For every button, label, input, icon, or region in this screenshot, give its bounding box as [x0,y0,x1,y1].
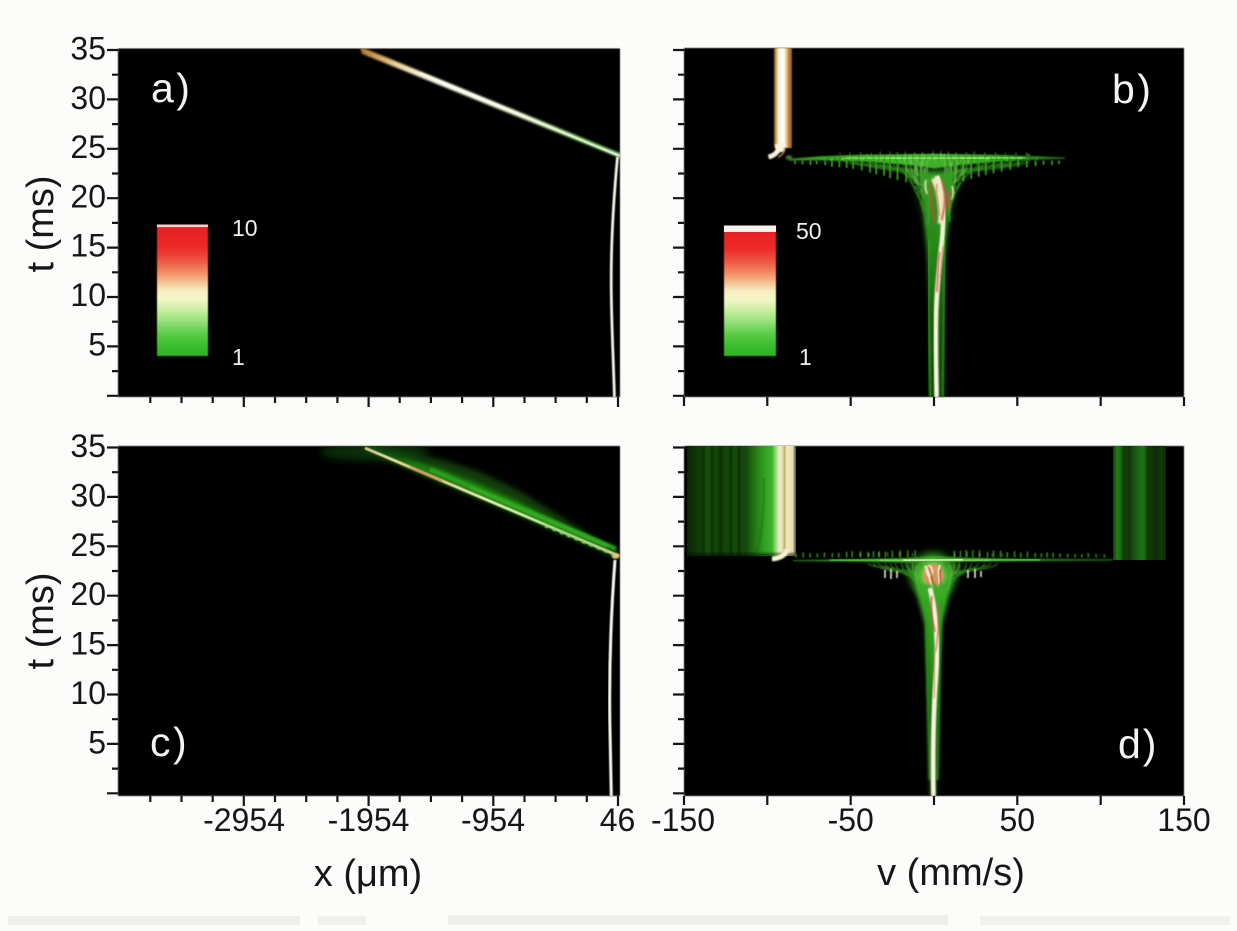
svg-text:-2954: -2954 [203,802,285,838]
svg-text:t (ms): t (ms) [20,175,62,272]
svg-text:-150: -150 [651,802,715,838]
svg-text:150: 150 [1157,802,1210,838]
svg-text:t (ms): t (ms) [20,572,62,669]
svg-text:20: 20 [70,576,106,612]
svg-text:46: 46 [600,802,636,838]
svg-text:10: 10 [232,215,258,241]
svg-text:c): c) [150,719,189,765]
svg-text:-50: -50 [828,802,874,838]
svg-text:30: 30 [70,477,106,513]
svg-text:v (mm/s): v (mm/s) [877,852,1025,894]
svg-text:d): d) [1118,721,1158,767]
svg-text:25: 25 [70,527,106,563]
svg-text:x (μm): x (μm) [314,853,422,895]
svg-text:30: 30 [70,80,106,116]
svg-text:b): b) [1112,66,1153,112]
svg-text:35: 35 [70,428,106,464]
svg-text:10: 10 [70,675,106,711]
svg-text:1: 1 [232,344,245,370]
svg-text:a): a) [151,65,192,111]
svg-text:10: 10 [70,277,106,313]
svg-text:50: 50 [1000,802,1036,838]
svg-text:1: 1 [799,344,812,370]
svg-text:15: 15 [70,626,106,662]
svg-text:15: 15 [70,228,106,264]
svg-text:35: 35 [70,31,106,67]
svg-text:-954: -954 [461,802,525,838]
svg-text:5: 5 [88,724,106,760]
svg-text:-1954: -1954 [328,802,410,838]
svg-text:5: 5 [88,326,106,362]
svg-text:50: 50 [796,218,822,244]
svg-text:20: 20 [70,178,106,214]
svg-text:25: 25 [70,129,106,165]
